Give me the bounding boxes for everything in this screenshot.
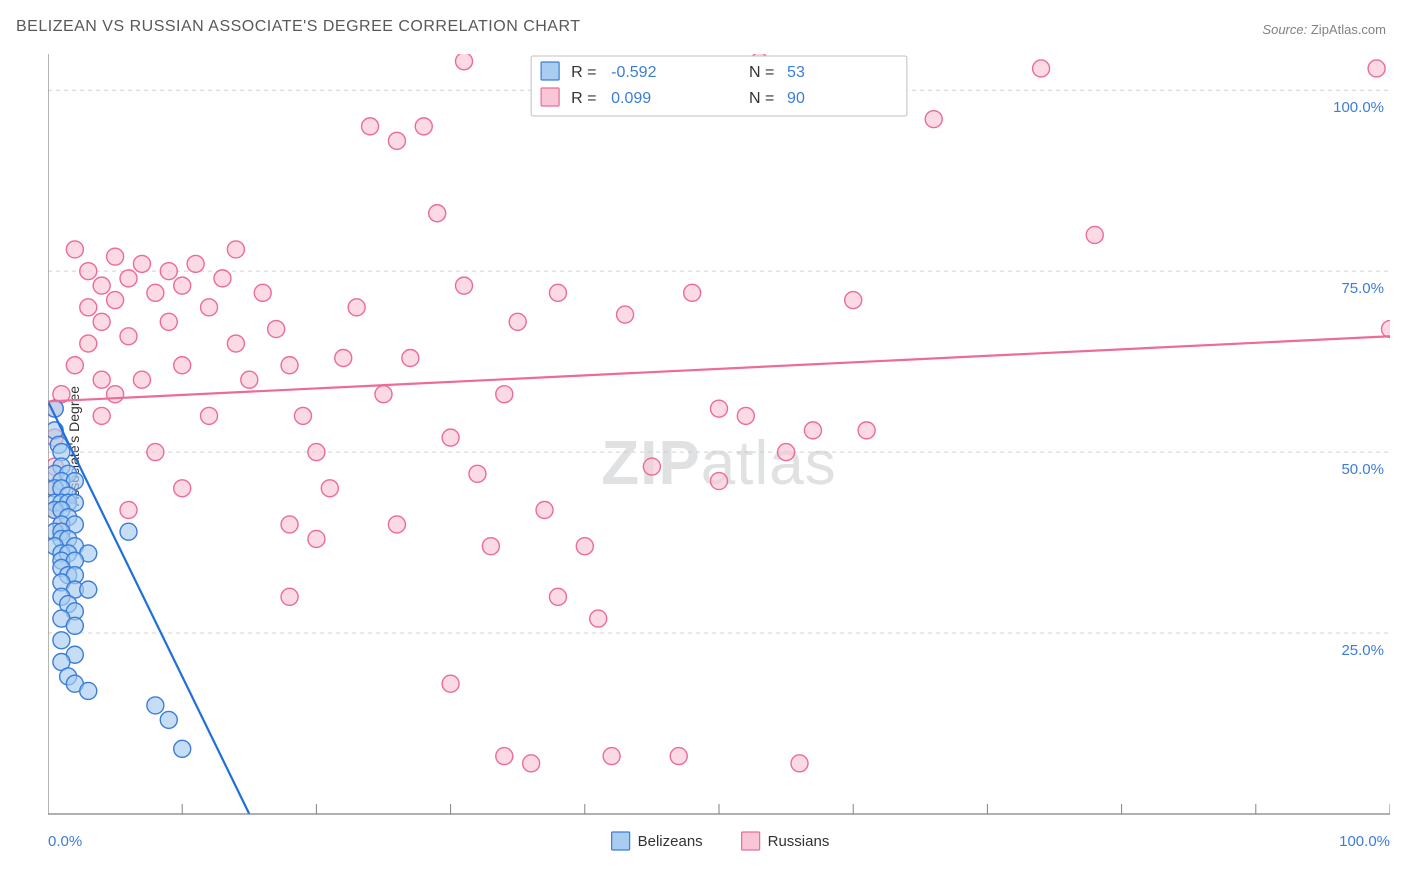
x-min-label: 0.0% bbox=[48, 833, 82, 850]
svg-text:Russians: Russians bbox=[768, 833, 830, 850]
bottom-legend: Belizeans Russians bbox=[612, 832, 830, 850]
source-label: Source: bbox=[1262, 22, 1307, 37]
svg-text:0.099: 0.099 bbox=[611, 90, 651, 107]
svg-text:75.0%: 75.0% bbox=[1341, 280, 1384, 297]
svg-text:Belizeans: Belizeans bbox=[638, 833, 703, 850]
source-value: ZipAtlas.com bbox=[1311, 22, 1386, 37]
svg-text:90: 90 bbox=[787, 90, 805, 107]
chart-title: BELIZEAN VS RUSSIAN ASSOCIATE'S DEGREE C… bbox=[16, 18, 581, 36]
x-max-label: 100.0% bbox=[1339, 833, 1390, 850]
series-belizeans bbox=[48, 400, 191, 757]
svg-text:100.0%: 100.0% bbox=[1333, 99, 1384, 116]
svg-text:-0.592: -0.592 bbox=[611, 64, 656, 81]
series-russians bbox=[48, 54, 1390, 772]
svg-text:R =: R = bbox=[571, 64, 596, 81]
chart-area: ZIPatlas 25.0%50.0%75.0%100.0% 0.0% 100.… bbox=[48, 54, 1390, 852]
svg-text:25.0%: 25.0% bbox=[1341, 642, 1384, 659]
stats-legend-box: R = -0.592 N = 53 R = 0.099 N = 90 bbox=[531, 56, 907, 116]
svg-text:N =: N = bbox=[749, 90, 774, 107]
svg-text:50.0%: 50.0% bbox=[1341, 461, 1384, 478]
source-attribution: Source: ZipAtlas.com bbox=[1262, 22, 1386, 37]
svg-text:N =: N = bbox=[749, 64, 774, 81]
svg-text:R =: R = bbox=[571, 90, 596, 107]
gridlines bbox=[48, 90, 1390, 633]
scatter-plot-svg: ZIPatlas 25.0%50.0%75.0%100.0% 0.0% 100.… bbox=[48, 54, 1390, 852]
y-tick-labels: 25.0% 50.0% 75.0% 100.0% bbox=[1333, 99, 1384, 659]
svg-text:53: 53 bbox=[787, 64, 805, 81]
